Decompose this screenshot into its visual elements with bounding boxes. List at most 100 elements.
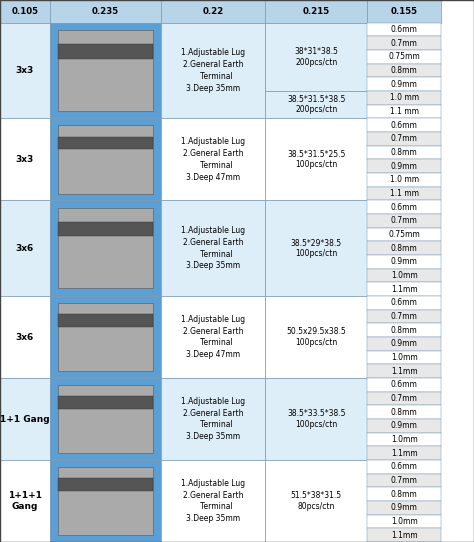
- Bar: [367, 487, 441, 501]
- Text: 38*31*38.5
200pcs/ctn: 38*31*38.5 200pcs/ctn: [294, 47, 338, 67]
- Bar: [367, 474, 441, 487]
- Text: 1.1mm: 1.1mm: [391, 367, 418, 376]
- Bar: [265, 0, 367, 23]
- Bar: [57, 467, 154, 535]
- Text: 0.105: 0.105: [11, 7, 38, 16]
- Text: 1+1 Gang: 1+1 Gang: [0, 415, 50, 423]
- Bar: [367, 378, 441, 392]
- Bar: [367, 118, 441, 132]
- Bar: [367, 241, 441, 255]
- Text: 3x6: 3x6: [16, 333, 34, 341]
- Bar: [265, 23, 367, 91]
- Bar: [367, 0, 441, 23]
- Text: 3x3: 3x3: [16, 155, 34, 164]
- Text: 38.5*31.5*38.5
200pcs/ctn: 38.5*31.5*38.5 200pcs/ctn: [287, 95, 346, 114]
- Text: 0.9mm: 0.9mm: [391, 257, 418, 266]
- Bar: [367, 392, 441, 405]
- Bar: [367, 255, 441, 269]
- Bar: [57, 208, 154, 288]
- Text: 1.1mm: 1.1mm: [391, 285, 418, 294]
- Text: 1.Adjustable Lug
2.General Earth
   Terminal
3.Deep 47mm: 1.Adjustable Lug 2.General Earth Termina…: [181, 137, 246, 182]
- Text: 38.5*29*38.5
100pcs/ctn: 38.5*29*38.5 100pcs/ctn: [291, 238, 342, 258]
- Bar: [367, 351, 441, 364]
- Text: 50.5x29.5x38.5
100pcs/ctn: 50.5x29.5x38.5 100pcs/ctn: [286, 327, 346, 347]
- Text: 0.9mm: 0.9mm: [391, 162, 418, 171]
- Text: 1.1 mm: 1.1 mm: [390, 189, 419, 198]
- Text: 0.8mm: 0.8mm: [391, 244, 418, 253]
- Bar: [0, 296, 50, 378]
- Bar: [367, 501, 441, 515]
- Text: 38.5*31.5*25.5
100pcs/ctn: 38.5*31.5*25.5 100pcs/ctn: [287, 150, 346, 169]
- Bar: [367, 337, 441, 351]
- Text: 0.6mm: 0.6mm: [391, 299, 418, 307]
- Bar: [0, 378, 50, 460]
- Bar: [367, 64, 441, 78]
- Bar: [161, 0, 265, 23]
- Text: 3x6: 3x6: [16, 244, 34, 253]
- Text: 51.5*38*31.5
80pcs/ctn: 51.5*38*31.5 80pcs/ctn: [291, 491, 342, 511]
- Text: 1.Adjustable Lug
2.General Earth
   Terminal
3.Deep 35mm: 1.Adjustable Lug 2.General Earth Termina…: [181, 397, 246, 441]
- Bar: [367, 460, 441, 474]
- Text: 1.Adjustable Lug
2.General Earth
   Terminal
3.Deep 35mm: 1.Adjustable Lug 2.General Earth Termina…: [181, 48, 246, 93]
- Bar: [50, 378, 161, 460]
- Text: 0.8mm: 0.8mm: [391, 66, 418, 75]
- Text: 1.0mm: 1.0mm: [391, 271, 418, 280]
- Text: 0.7mm: 0.7mm: [391, 39, 418, 48]
- Bar: [367, 433, 441, 447]
- Text: 1.1mm: 1.1mm: [391, 449, 418, 457]
- Bar: [0, 118, 50, 201]
- Text: 0.8mm: 0.8mm: [391, 489, 418, 499]
- Bar: [367, 36, 441, 50]
- Bar: [57, 44, 154, 59]
- Text: 0.235: 0.235: [92, 7, 119, 16]
- Bar: [57, 478, 154, 491]
- Bar: [161, 23, 265, 118]
- Text: 1.Adjustable Lug
2.General Earth
   Terminal
3.Deep 35mm: 1.Adjustable Lug 2.General Earth Termina…: [181, 226, 246, 270]
- Bar: [161, 118, 265, 201]
- Bar: [57, 137, 154, 149]
- Bar: [265, 91, 367, 118]
- Bar: [367, 282, 441, 296]
- Text: 1.0mm: 1.0mm: [391, 435, 418, 444]
- Text: 38.5*33.5*38.5
100pcs/ctn: 38.5*33.5*38.5 100pcs/ctn: [287, 409, 346, 429]
- Bar: [367, 296, 441, 309]
- Text: 1.Adjustable Lug
2.General Earth
   Terminal
3.Deep 35mm: 1.Adjustable Lug 2.General Earth Termina…: [181, 479, 246, 523]
- Bar: [57, 396, 154, 409]
- Text: 1.0mm: 1.0mm: [391, 517, 418, 526]
- Bar: [57, 125, 154, 194]
- Bar: [367, 173, 441, 187]
- Bar: [50, 23, 161, 118]
- Text: 0.9mm: 0.9mm: [391, 80, 418, 89]
- Text: 0.155: 0.155: [391, 7, 418, 16]
- Bar: [57, 302, 154, 371]
- Bar: [367, 50, 441, 64]
- Bar: [367, 146, 441, 159]
- Bar: [50, 296, 161, 378]
- Text: 0.9mm: 0.9mm: [391, 421, 418, 430]
- Text: 0.7mm: 0.7mm: [391, 216, 418, 225]
- Text: 0.75mm: 0.75mm: [388, 53, 420, 61]
- Bar: [57, 385, 154, 454]
- Bar: [0, 460, 50, 542]
- Bar: [161, 460, 265, 542]
- Text: 0.8mm: 0.8mm: [391, 148, 418, 157]
- Bar: [0, 0, 50, 23]
- Bar: [367, 324, 441, 337]
- Text: 0.6mm: 0.6mm: [391, 462, 418, 472]
- Text: 1.0mm: 1.0mm: [391, 353, 418, 362]
- Text: 1.Adjustable Lug
2.General Earth
   Terminal
3.Deep 47mm: 1.Adjustable Lug 2.General Earth Termina…: [181, 315, 246, 359]
- Bar: [367, 405, 441, 419]
- Bar: [50, 0, 161, 23]
- Bar: [367, 23, 441, 36]
- Bar: [0, 23, 50, 118]
- Text: 0.7mm: 0.7mm: [391, 394, 418, 403]
- Text: 0.75mm: 0.75mm: [388, 230, 420, 239]
- Bar: [57, 314, 154, 327]
- Text: 0.7mm: 0.7mm: [391, 312, 418, 321]
- Bar: [367, 91, 441, 105]
- Bar: [161, 378, 265, 460]
- Text: 1.0 mm: 1.0 mm: [390, 176, 419, 184]
- Bar: [367, 447, 441, 460]
- Bar: [57, 30, 154, 111]
- Bar: [367, 228, 441, 241]
